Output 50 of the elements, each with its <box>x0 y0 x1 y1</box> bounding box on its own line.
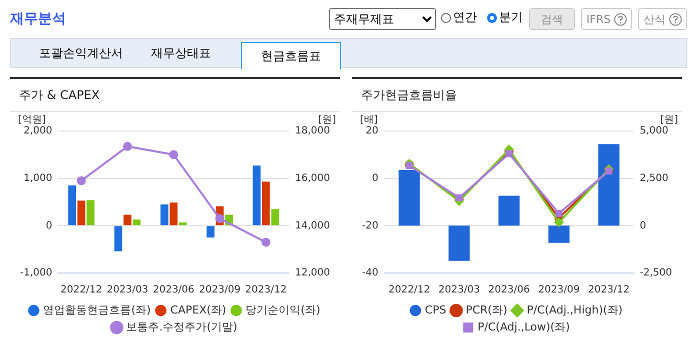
y-axis-title: [배] <box>360 114 378 126</box>
text: 산식 <box>644 12 666 26</box>
y2-tick-label: 12,000 <box>295 268 330 279</box>
x-tick-label: 2023/06 <box>152 284 194 296</box>
y2-axis-title: [원] <box>318 114 336 126</box>
legend-label: 영업활동현금흐름(좌) <box>43 303 151 316</box>
legend-label: CPS <box>424 303 446 316</box>
legend-label: P/C(Adj.,High)(좌) <box>526 303 623 316</box>
x-tick-label: 2022/12 <box>388 284 430 296</box>
y-tick-label: 0 <box>46 220 52 232</box>
text: 포괄손익계산서 <box>38 45 124 62</box>
text: 분기 <box>499 9 523 26</box>
text: 주재무제표 <box>329 8 436 30</box>
y-tick-label: -1,000 <box>20 268 52 279</box>
y-tick-label: 1,000 <box>24 172 52 184</box>
x-tick-label: 2023/09 <box>199 284 241 296</box>
text: IFRS <box>586 12 611 26</box>
x-tick-label: 2023/06 <box>488 284 530 296</box>
text: 연간 <box>453 9 477 26</box>
legend-label: PCR(좌) <box>466 303 508 316</box>
text: 현금흐름표 <box>241 42 341 69</box>
legend-label: 보통주.수정주가(기말) <box>126 320 238 334</box>
y2-tick-label: 2,500 <box>640 172 668 184</box>
x-tick-label: 2022/12 <box>60 284 102 296</box>
x-tick-label: 2023/03 <box>438 284 480 296</box>
y-tick-label: 0 <box>372 172 378 184</box>
y-tick-label: -20 <box>362 220 378 232</box>
text: 검색 <box>541 12 563 26</box>
x-tick-label: 2023/09 <box>538 284 580 296</box>
chart-title: 주가 & CAPEX <box>10 79 340 112</box>
legend-label: CAPEX(좌) <box>170 303 226 316</box>
x-tick-label: 2023/03 <box>106 284 148 296</box>
text: 재무상태표 <box>150 45 212 62</box>
y-tick-label: 20 <box>366 126 378 137</box>
y-tick-label: 2,000 <box>24 126 52 137</box>
y2-tick-label: 14,000 <box>295 220 330 232</box>
legend-label: 당기순이익(좌) <box>246 303 320 316</box>
y2-tick-label: -2,500 <box>640 268 672 279</box>
y2-axis-title: [원] <box>660 114 678 126</box>
chart-title: 주가현금흐름비율 <box>352 79 682 112</box>
y2-tick-label: 16,000 <box>295 172 330 184</box>
text: 재무분석 <box>10 10 66 28</box>
y-axis-title: [억원] <box>18 114 46 126</box>
y2-tick-label: 5,000 <box>640 126 668 137</box>
y-tick-label: -40 <box>362 268 378 279</box>
legend-label: P/C(Adj.,Low)(좌) <box>478 320 570 334</box>
y2-tick-label: 0 <box>640 220 646 232</box>
y2-tick-label: 18,000 <box>295 126 330 137</box>
x-tick-label: 2023/12 <box>588 284 630 296</box>
x-tick-label: 2023/12 <box>245 284 287 296</box>
